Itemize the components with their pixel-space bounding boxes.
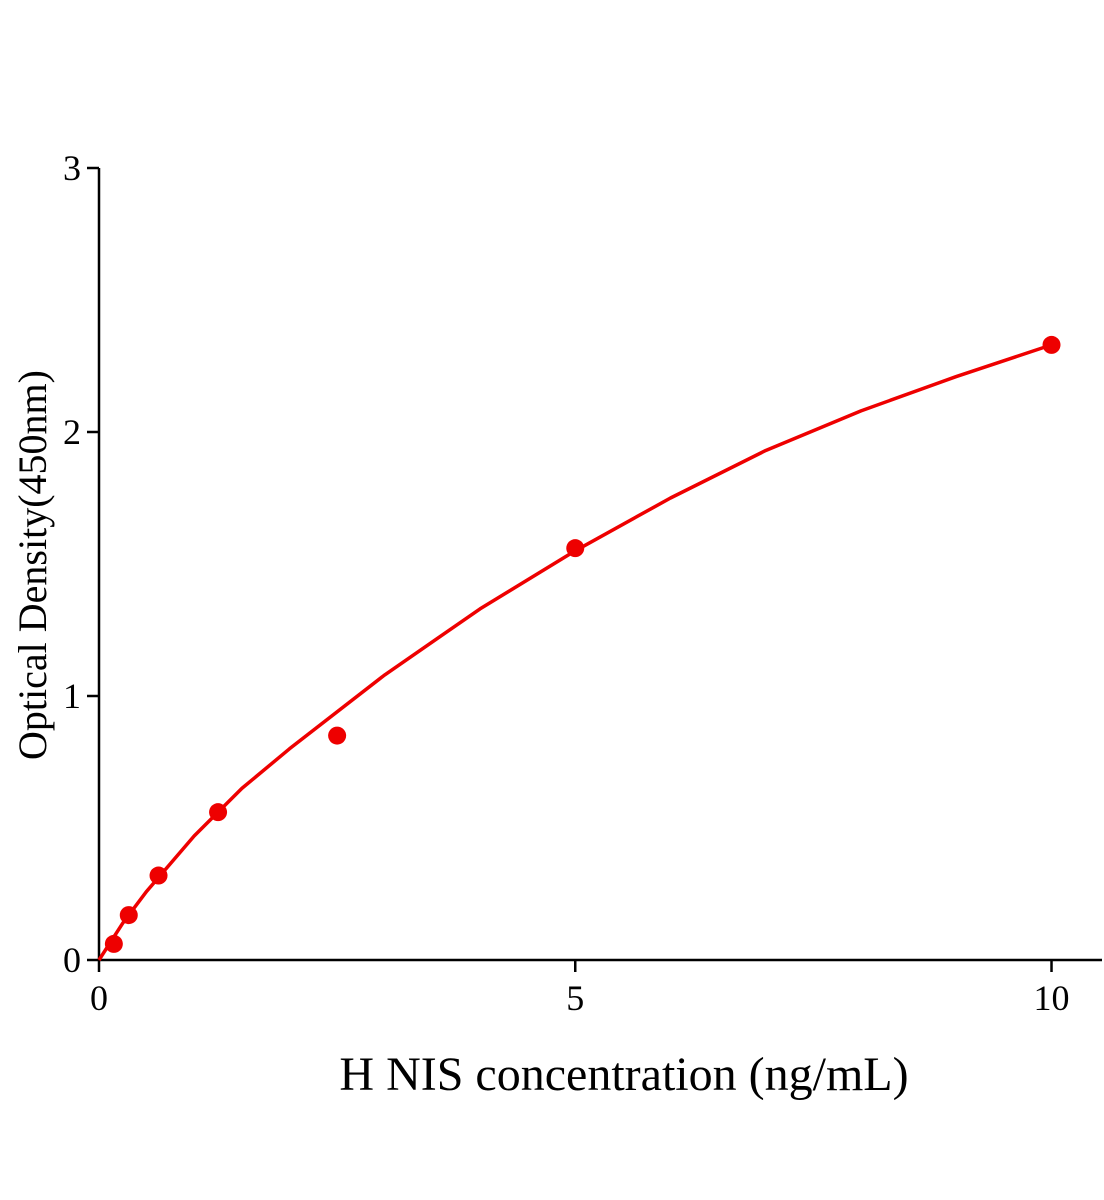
data-point	[149, 866, 168, 885]
y-tick-label: 0	[63, 940, 81, 980]
data-point	[566, 539, 585, 558]
data-point	[328, 726, 347, 745]
x-axis-label: H NIS concentration (ng/mL)	[339, 1048, 908, 1101]
x-tick-label: 10	[1034, 978, 1070, 1018]
data-point	[119, 906, 138, 925]
y-tick-label: 3	[63, 148, 81, 188]
y-tick-label: 1	[63, 676, 81, 716]
x-tick-label: 0	[90, 978, 108, 1018]
y-tick-label: 2	[63, 412, 81, 452]
data-point	[1042, 335, 1061, 354]
data-point	[209, 803, 228, 822]
data-point	[104, 934, 123, 953]
y-axis-label: Optical Density(450nm)	[10, 370, 55, 760]
x-tick-label: 5	[566, 978, 584, 1018]
fit-curve	[97, 343, 1053, 961]
